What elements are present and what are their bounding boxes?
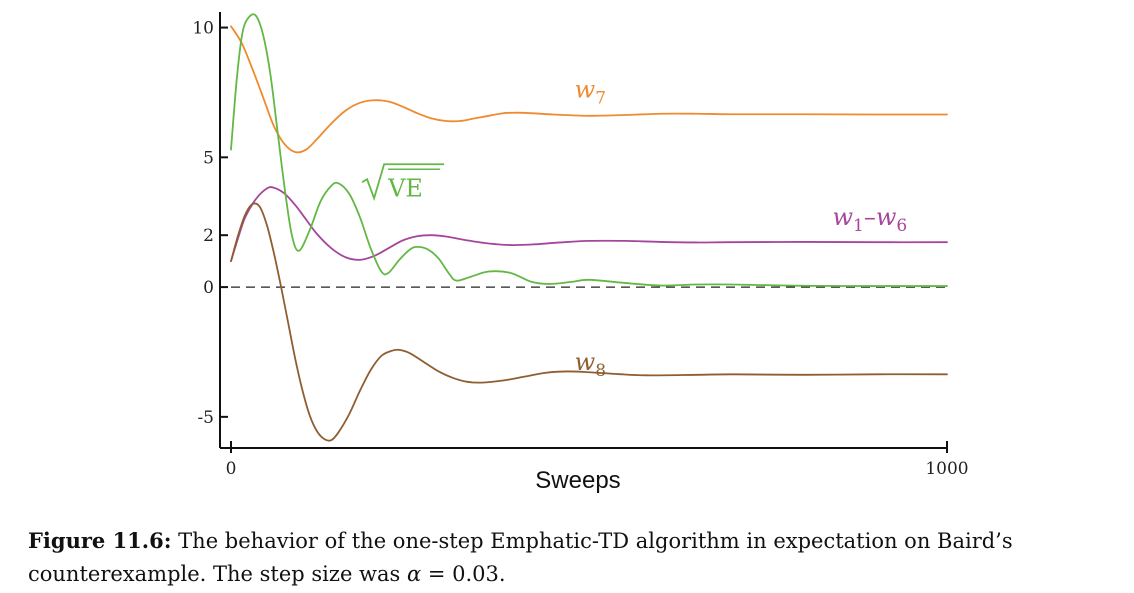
- series-line-w1-w6: [230, 186, 948, 263]
- x-tick-label: 0: [226, 459, 237, 479]
- label-main: w: [832, 203, 853, 231]
- label-subscript-2: 6: [896, 216, 907, 236]
- caption-text-end: = 0.03.: [421, 562, 506, 586]
- series-label-w7: w7: [575, 76, 606, 109]
- label-main: w: [575, 76, 596, 104]
- caption-label: Figure 11.6:: [28, 528, 172, 553]
- label-subscript: 1: [853, 216, 864, 236]
- y-tick-label: 5: [203, 148, 214, 168]
- chart-axes: 10 5 2 0 -5 0 1000: [192, 12, 969, 479]
- label-subscript: 7: [595, 89, 606, 109]
- series-label-w1-w6: w1–w6: [832, 203, 907, 236]
- label-main-2: w: [876, 203, 897, 231]
- y-tick-label: -5: [197, 408, 214, 428]
- label-dash: –: [864, 203, 876, 231]
- series-line-w8: [230, 202, 948, 442]
- series-layer: [230, 13, 948, 442]
- x-tick-label: 1000: [925, 459, 968, 479]
- series-label-text: VE: [387, 174, 423, 202]
- series-line-w7: [230, 25, 948, 154]
- series-label-ve: VE: [361, 163, 445, 202]
- series-label-w8: w8: [575, 348, 606, 381]
- radical-sign: [361, 163, 445, 202]
- series-line-ve: [230, 13, 948, 287]
- y-tick-label: 2: [203, 226, 214, 246]
- caption-variable: α: [407, 562, 422, 586]
- figure-caption: Figure 11.6: The behavior of the one-ste…: [28, 524, 1123, 591]
- y-tick-label: 10: [192, 19, 214, 39]
- label-subscript: 8: [595, 361, 606, 381]
- y-tick-label: 0: [203, 278, 214, 298]
- label-main: w: [575, 348, 596, 376]
- x-axis-title: Sweeps: [535, 467, 620, 494]
- caption-text: The behavior of the one-step Emphatic-TD…: [28, 529, 1013, 586]
